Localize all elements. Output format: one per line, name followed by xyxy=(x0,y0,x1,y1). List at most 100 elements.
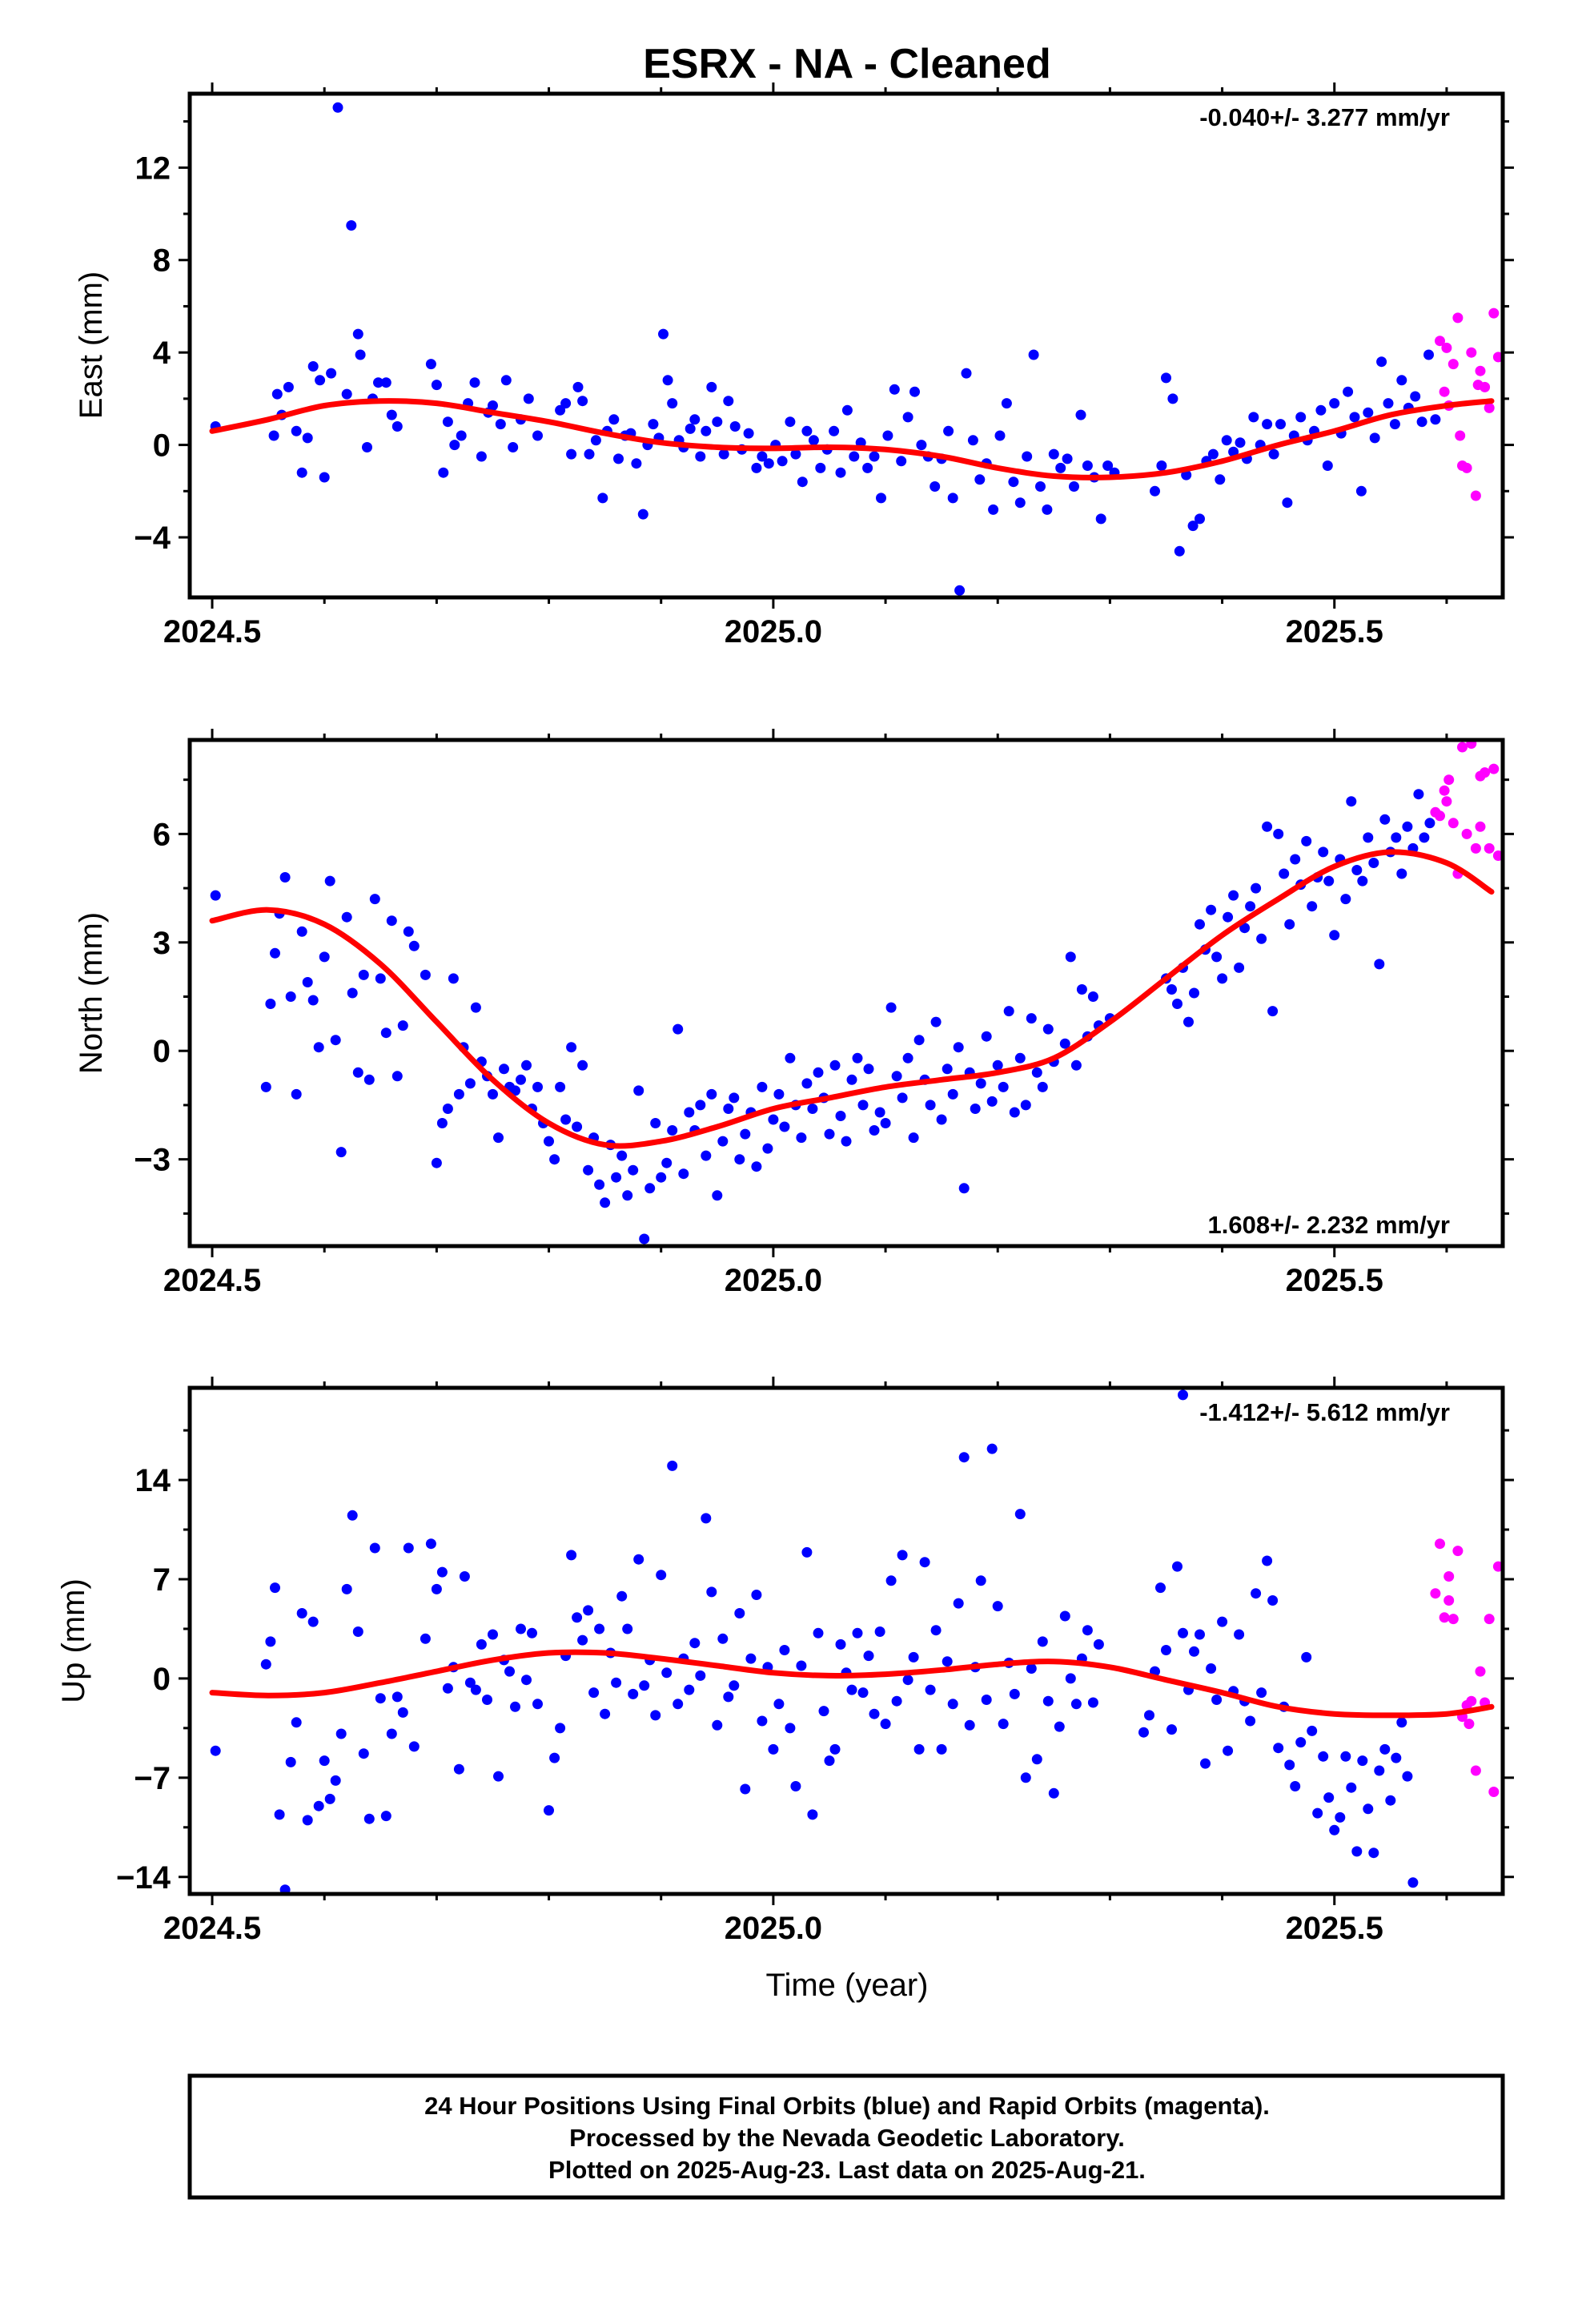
east-final-point xyxy=(841,404,853,416)
east-y-tick-label: 8 xyxy=(153,243,171,279)
north-final-point xyxy=(616,1150,628,1161)
east-final-point xyxy=(808,435,819,446)
north-final-point xyxy=(313,1042,324,1053)
north-x-tick-label: 2025.0 xyxy=(725,1263,822,1298)
north-final-point xyxy=(723,1104,734,1114)
east-rapid-point xyxy=(1455,430,1466,441)
north-final-point xyxy=(1189,987,1199,999)
up-final-point xyxy=(953,1598,964,1609)
north-final-point xyxy=(1396,868,1407,879)
east-final-point xyxy=(988,504,999,515)
east-final-point xyxy=(1275,419,1286,430)
up-final-point xyxy=(397,1707,408,1718)
up-final-point xyxy=(981,1695,992,1705)
north-final-point xyxy=(740,1128,751,1140)
up-final-point xyxy=(260,1659,271,1670)
east-final-point xyxy=(1315,404,1327,416)
east-final-point xyxy=(373,377,383,388)
north-final-point xyxy=(706,1088,717,1100)
east-axis-ticks: 2024.5 2025.0 2025.5 −4 0 4 8 12 xyxy=(134,82,1514,649)
north-final-point xyxy=(577,1059,588,1071)
up-rapid-point xyxy=(1488,1787,1500,1797)
up-final-point xyxy=(902,1675,913,1686)
north-final-point xyxy=(891,1071,902,1082)
up-final-point xyxy=(352,1626,363,1637)
north-panel: 2024.5 2025.0 2025.5 −3 0 3 6 North (mm) 1.608… xyxy=(74,729,1514,1298)
north-final-point xyxy=(1346,796,1357,807)
east-final-point xyxy=(896,456,907,467)
up-final-point xyxy=(857,1687,869,1699)
east-final-point xyxy=(469,377,480,388)
up-final-point xyxy=(1054,1721,1065,1732)
up-y-axis-label: Up (mm) xyxy=(56,1578,91,1703)
east-final-point xyxy=(763,458,774,469)
north-final-point xyxy=(874,1107,885,1118)
east-final-point xyxy=(1048,448,1059,460)
east-final-point xyxy=(1248,412,1259,423)
north-final-point xyxy=(1329,930,1340,941)
up-final-point xyxy=(1093,1638,1104,1650)
up-final-point xyxy=(807,1809,818,1820)
north-final-point xyxy=(930,1016,942,1027)
up-final-point xyxy=(947,1699,958,1710)
up-final-point xyxy=(1042,1695,1054,1707)
north-final-point xyxy=(1211,951,1223,963)
east-final-point xyxy=(943,425,954,436)
east-final-point xyxy=(637,509,648,520)
east-final-point xyxy=(1282,497,1293,509)
up-final-point xyxy=(1155,1582,1166,1594)
east-rapid-point xyxy=(1452,312,1464,324)
east-final-point xyxy=(1055,462,1066,473)
north-final-point xyxy=(335,1147,347,1158)
north-rapid-point xyxy=(1457,742,1468,753)
up-final-point xyxy=(1211,1695,1223,1705)
north-final-point xyxy=(942,1063,953,1075)
east-y-axis-label: East (mm) xyxy=(74,271,109,419)
up-final-point xyxy=(265,1636,276,1647)
up-final-point xyxy=(813,1627,824,1638)
east-final-point xyxy=(785,416,796,428)
east-final-point xyxy=(743,428,754,439)
east-y-tick-label: 4 xyxy=(153,336,171,371)
east-final-point xyxy=(712,416,723,428)
north-final-point xyxy=(701,1150,712,1161)
up-final-point xyxy=(470,1684,481,1695)
up-final-point xyxy=(1178,1389,1188,1401)
north-final-point xyxy=(1256,933,1267,944)
east-x-tick-label: 2025.0 xyxy=(725,614,822,649)
footer-line-3: Plotted on 2025-Aug-23. Last data on 202… xyxy=(548,2156,1146,2184)
east-final-point xyxy=(532,430,543,441)
north-final-point xyxy=(1413,789,1424,800)
north-y-tick-label: 6 xyxy=(153,817,171,852)
north-final-point xyxy=(488,1088,498,1100)
north-final-point xyxy=(667,1125,678,1136)
east-final-point xyxy=(909,386,920,397)
up-final-point xyxy=(510,1701,520,1712)
east-final-point xyxy=(572,381,584,392)
north-final-point xyxy=(493,1132,504,1144)
x-axis-label: Time (year) xyxy=(766,1968,929,2003)
north-final-point xyxy=(633,1085,644,1096)
up-final-point xyxy=(391,1691,403,1703)
east-x-tick-label: 2024.5 xyxy=(163,614,261,649)
north-rapid-point xyxy=(1492,850,1503,861)
north-final-point xyxy=(341,911,352,923)
up-final-point xyxy=(885,1575,897,1586)
north-final-point xyxy=(352,1067,363,1078)
up-rapid-point xyxy=(1470,1765,1481,1776)
east-final-point xyxy=(1042,504,1053,515)
north-final-point xyxy=(1245,901,1256,912)
east-final-point xyxy=(1150,485,1160,497)
up-final-point xyxy=(1161,1645,1171,1655)
east-final-point xyxy=(1349,412,1360,423)
north-final-point xyxy=(1301,835,1312,846)
up-final-point xyxy=(1065,1673,1076,1684)
east-final-point xyxy=(566,448,577,460)
north-final-point xyxy=(1267,1006,1279,1017)
up-final-point xyxy=(801,1546,813,1558)
up-final-point xyxy=(1087,1697,1098,1708)
up-final-point xyxy=(1323,1792,1335,1803)
east-final-point xyxy=(346,220,357,231)
up-final-point xyxy=(661,1667,673,1679)
north-rapid-point xyxy=(1439,785,1450,796)
